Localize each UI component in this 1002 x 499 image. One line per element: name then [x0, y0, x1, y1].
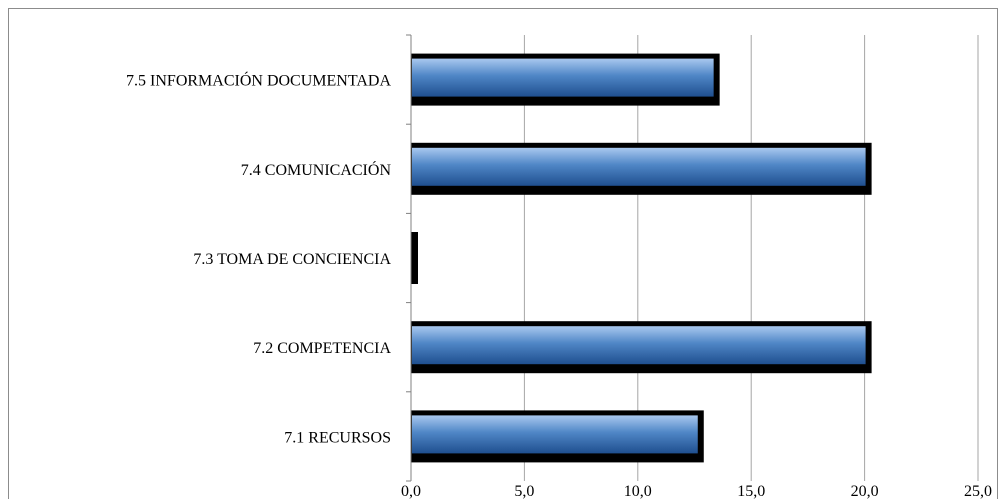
bar [412, 58, 714, 97]
bar [412, 415, 698, 454]
bars [411, 53, 872, 463]
x-tick-label: 0,0 [401, 483, 421, 499]
category-label: 7.1 RECURSOS [284, 429, 391, 446]
bar-shadow [411, 232, 418, 284]
category-label: 7.2 COMPETENCIA [253, 340, 391, 357]
labels: 7.1 RECURSOS 7.2 COMPETENCIA 7.3 TOMA DE C… [126, 71, 992, 499]
x-tick-label: 20,0 [851, 483, 879, 499]
bar [412, 326, 866, 365]
category-label: 7.5 INFORMACIÓN DOCUMENTADA [126, 71, 391, 90]
x-tick-label: 5,0 [514, 483, 534, 499]
x-tick-label: 25,0 [964, 483, 992, 499]
x-tick-label: 15,0 [737, 483, 765, 499]
axes [406, 34, 412, 482]
gridlines [523, 35, 979, 481]
bar [412, 147, 866, 186]
x-tick-label: 10,0 [624, 483, 652, 499]
category-label: 7.4 COMUNICACIÓN [241, 160, 392, 179]
category-label: 7.3 TOMA DE CONCIENCIA [193, 251, 391, 268]
